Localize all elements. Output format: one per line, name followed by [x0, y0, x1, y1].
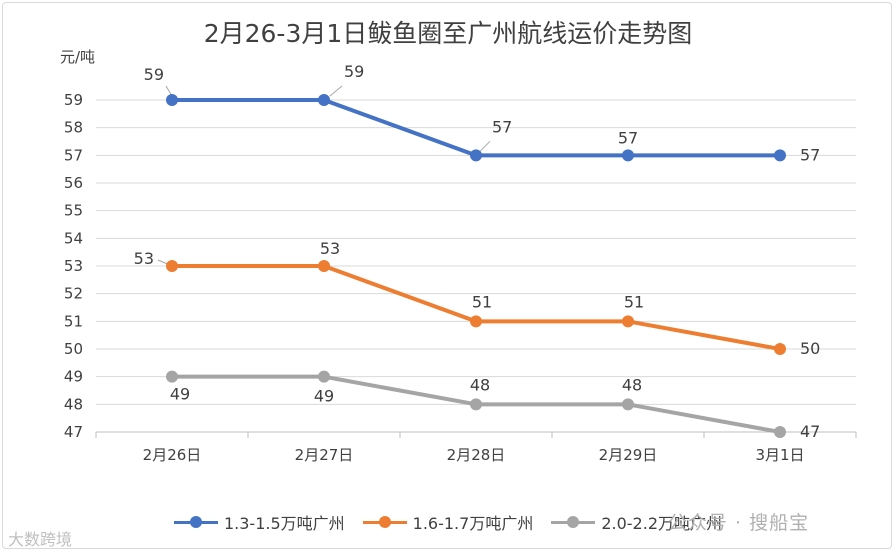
data-label-leader — [329, 85, 343, 97]
x-tick-label: 2月27日 — [295, 446, 354, 464]
data-point — [166, 370, 178, 383]
data-label: 47 — [800, 422, 820, 441]
legend-marker-icon — [551, 516, 596, 528]
y-tick-label: 51 — [64, 312, 83, 330]
legend-dot — [378, 516, 391, 528]
legend-item-series-3[interactable]: 2.0-2.2万吨广州 — [551, 510, 722, 534]
data-label: 51 — [472, 292, 492, 311]
y-tick-label: 53 — [64, 257, 83, 275]
data-label: 59 — [144, 65, 164, 84]
data-label: 53 — [320, 239, 340, 258]
data-point — [774, 426, 786, 438]
y-tick-label: 57 — [64, 146, 83, 164]
data-label: 57 — [618, 128, 638, 147]
y-tick-label: 59 — [64, 91, 83, 109]
y-axis-unit-label: 元/吨 — [60, 48, 96, 66]
data-point — [166, 94, 178, 106]
y-tick-label: 56 — [64, 174, 83, 192]
watermark-left: 大数跨境 — [8, 530, 73, 549]
legend-item-series-1[interactable]: 1.3-1.5万吨广州 — [173, 510, 345, 534]
legend-label: 2.0-2.2万吨广州 — [601, 514, 722, 533]
data-point — [470, 149, 482, 162]
x-tick-label: 2月29日 — [599, 446, 658, 464]
x-tick-label: 3月1日 — [755, 446, 804, 464]
y-tick-label: 47 — [64, 423, 83, 441]
y-tick-label: 50 — [64, 340, 83, 358]
y-tick-label: 48 — [64, 395, 83, 413]
legend-marker-icon — [362, 516, 407, 528]
y-tick-label: 49 — [64, 368, 83, 386]
data-label: 51 — [624, 292, 644, 311]
data-point — [774, 343, 786, 355]
data-label: 57 — [492, 117, 512, 136]
x-tick-label: 2月26日 — [143, 446, 202, 464]
legend-dot — [189, 516, 202, 528]
data-point — [318, 370, 330, 383]
data-label: 59 — [344, 62, 364, 81]
legend-dot — [567, 516, 580, 528]
legend-label: 1.3-1.5万吨广州 — [223, 514, 345, 533]
data-label: 48 — [470, 375, 490, 394]
data-point — [622, 149, 634, 162]
data-label: 49 — [170, 385, 190, 404]
y-tick-label: 52 — [64, 285, 83, 303]
data-label-leader — [479, 140, 491, 152]
legend-item-series-2[interactable]: 1.6-1.7万吨广州 — [362, 510, 534, 534]
data-point — [166, 260, 178, 272]
data-point — [622, 315, 634, 328]
data-point — [318, 260, 330, 272]
watermark-right: 公众号 · 搜船宝 — [668, 512, 810, 534]
chart-legend: 1.3-1.5万吨广州 1.6-1.7万吨广州 2.0-2.2万吨广州 — [0, 510, 896, 534]
data-label: 57 — [800, 145, 820, 164]
y-tick-label: 58 — [64, 119, 83, 137]
data-label: 48 — [622, 375, 642, 394]
data-point — [318, 94, 330, 106]
data-label: 53 — [134, 249, 154, 268]
data-label: 50 — [800, 339, 820, 358]
data-point — [470, 315, 482, 328]
y-tick-label: 54 — [64, 229, 83, 247]
y-tick-label: 55 — [64, 202, 83, 220]
chart-title: 2月26-3月1日鲅鱼圈至广州航线运价走势图 — [203, 19, 693, 48]
data-label: 49 — [314, 387, 334, 406]
data-point — [774, 149, 786, 162]
data-point — [470, 398, 482, 411]
legend-label: 1.6-1.7万吨广州 — [412, 514, 534, 533]
legend-marker-icon — [173, 516, 218, 528]
x-tick-label: 2月28日 — [447, 446, 506, 464]
data-point — [622, 398, 634, 411]
